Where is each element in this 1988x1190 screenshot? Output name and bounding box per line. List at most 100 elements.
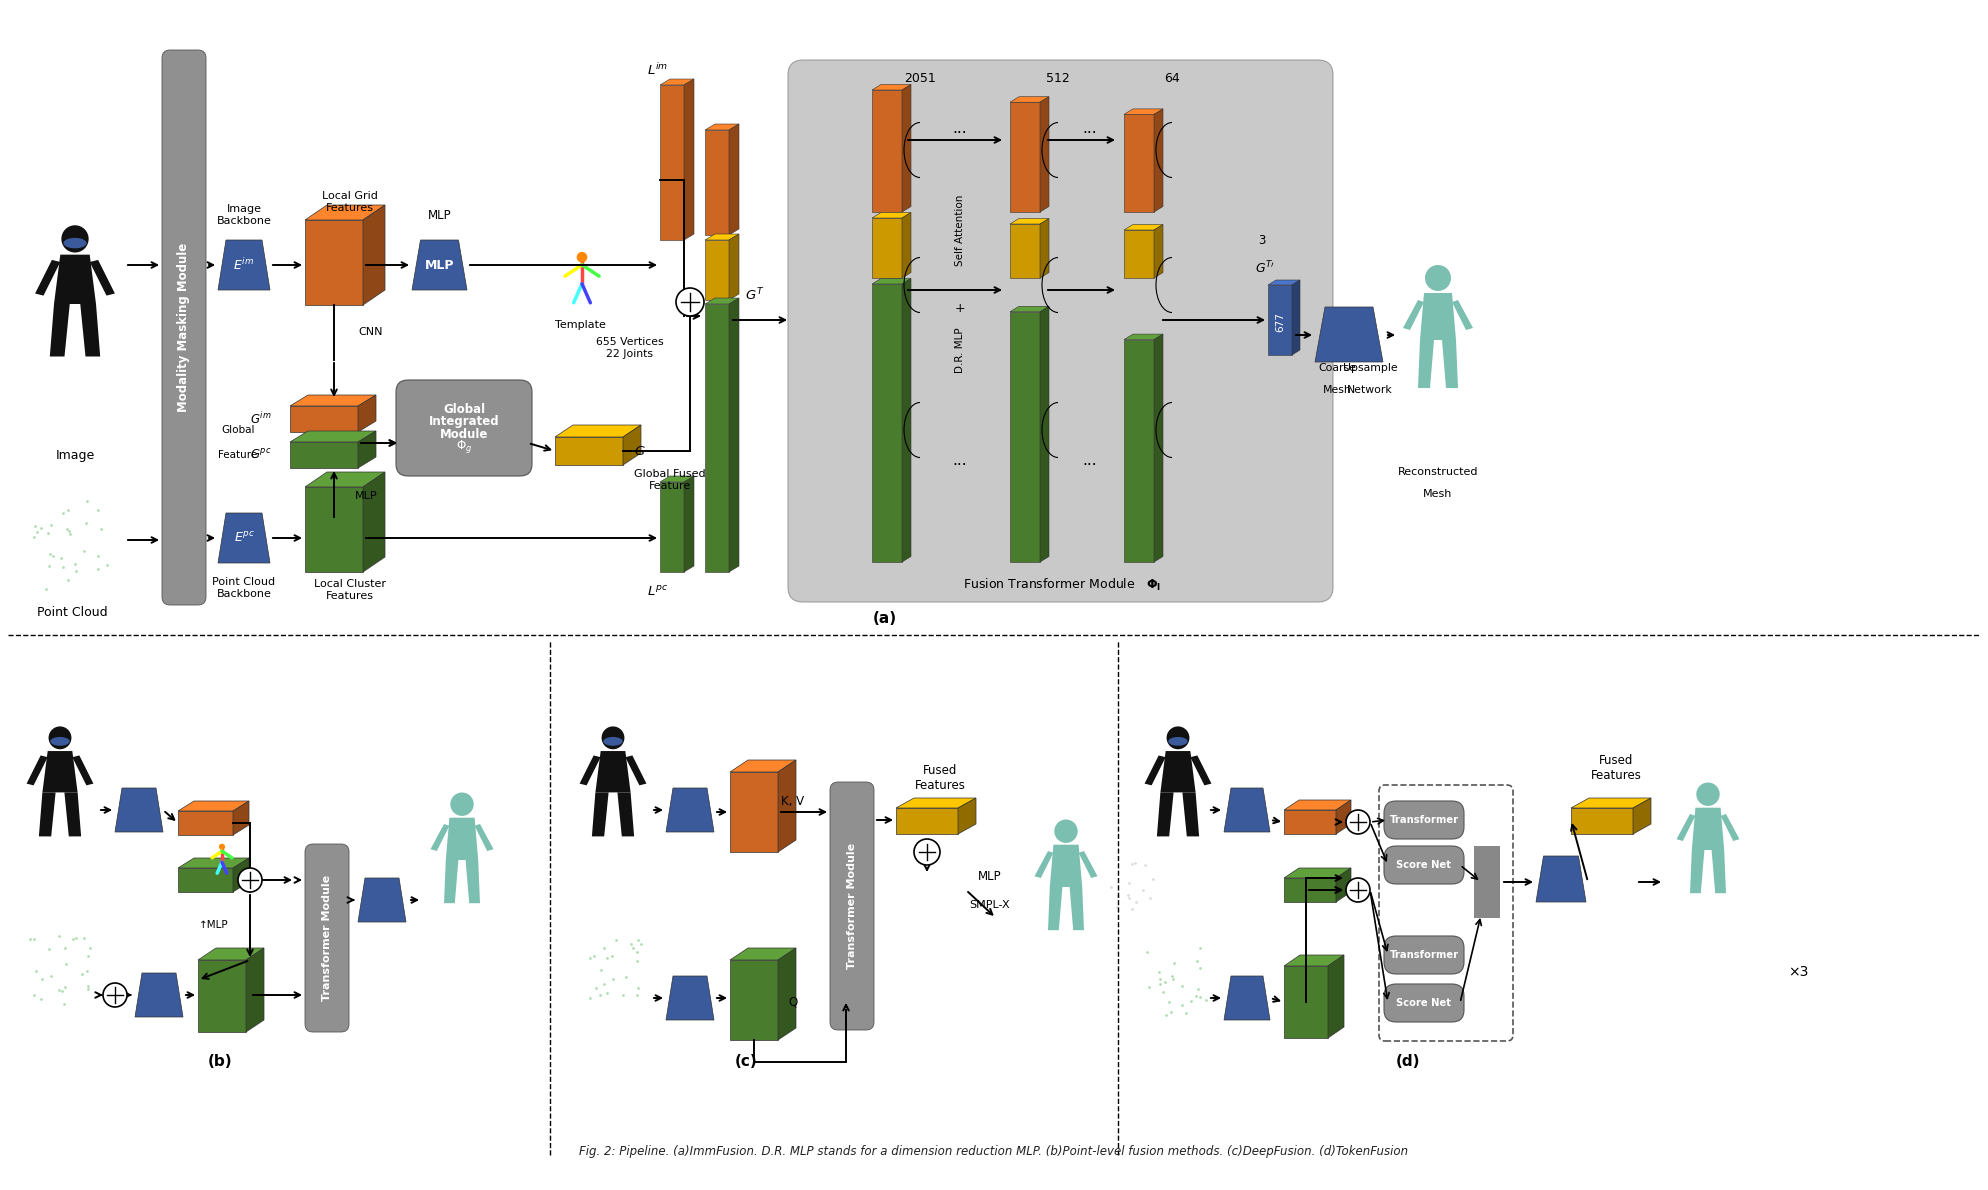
- Point: [1165, 976, 1197, 995]
- Polygon shape: [179, 858, 248, 868]
- Polygon shape: [465, 860, 479, 903]
- Polygon shape: [706, 124, 740, 130]
- Polygon shape: [1010, 306, 1050, 312]
- Text: Fused
Features: Fused Features: [914, 764, 966, 793]
- Text: (d): (d): [1396, 1054, 1419, 1070]
- Text: $L^{im}$: $L^{im}$: [648, 62, 668, 79]
- Point: [1175, 992, 1207, 1011]
- Polygon shape: [684, 79, 694, 240]
- Polygon shape: [580, 756, 600, 785]
- Text: 2051: 2051: [905, 71, 936, 84]
- Point: [1151, 1006, 1183, 1025]
- Bar: [730, 960, 777, 1040]
- Polygon shape: [1123, 334, 1163, 339]
- Text: SMPL-X: SMPL-X: [970, 900, 1010, 910]
- Point: [50, 939, 82, 958]
- Bar: [1284, 878, 1336, 902]
- Polygon shape: [903, 84, 911, 212]
- Polygon shape: [1157, 793, 1173, 837]
- Point: [1181, 952, 1213, 971]
- Circle shape: [103, 983, 127, 1007]
- Point: [91, 556, 123, 575]
- Bar: [1284, 966, 1328, 1038]
- Bar: [706, 240, 730, 300]
- Text: $G^T$: $G^T$: [746, 287, 765, 303]
- Polygon shape: [304, 472, 386, 487]
- Polygon shape: [873, 278, 911, 284]
- Point: [624, 934, 656, 953]
- Polygon shape: [80, 303, 99, 357]
- Bar: [1123, 114, 1153, 212]
- Polygon shape: [358, 431, 376, 468]
- Circle shape: [62, 225, 89, 252]
- Text: MLP: MLP: [425, 258, 455, 271]
- Text: (a): (a): [873, 610, 897, 626]
- Polygon shape: [115, 788, 163, 832]
- FancyBboxPatch shape: [1384, 937, 1463, 973]
- Polygon shape: [412, 240, 467, 290]
- Point: [1183, 938, 1215, 957]
- Polygon shape: [179, 801, 248, 812]
- Text: Template: Template: [555, 320, 606, 330]
- Point: [1137, 869, 1169, 888]
- Text: (b): (b): [207, 1054, 233, 1070]
- Text: Network: Network: [1348, 386, 1394, 395]
- Text: Global Fused
Feature: Global Fused Feature: [634, 469, 706, 490]
- Polygon shape: [777, 948, 795, 1040]
- Polygon shape: [40, 793, 56, 837]
- Point: [575, 948, 606, 967]
- Point: [620, 985, 652, 1004]
- Polygon shape: [1191, 756, 1211, 785]
- Point: [38, 546, 70, 565]
- Point: [610, 967, 642, 987]
- Point: [1191, 990, 1223, 1009]
- Point: [50, 977, 82, 996]
- Polygon shape: [1048, 887, 1062, 931]
- Point: [18, 929, 50, 948]
- Point: [584, 985, 616, 1004]
- Circle shape: [239, 868, 262, 892]
- Polygon shape: [958, 798, 976, 834]
- Polygon shape: [1284, 956, 1344, 966]
- Text: Reconstructed: Reconstructed: [1398, 466, 1479, 477]
- Bar: [873, 90, 903, 212]
- Point: [1185, 988, 1217, 1007]
- Text: Score Net: Score Net: [1396, 998, 1451, 1008]
- Polygon shape: [622, 425, 640, 465]
- Text: Transformer: Transformer: [1390, 815, 1459, 825]
- Bar: [290, 406, 358, 432]
- Polygon shape: [1692, 808, 1724, 850]
- Circle shape: [1346, 878, 1370, 902]
- Text: ...: ...: [952, 120, 968, 136]
- Polygon shape: [730, 124, 740, 234]
- Text: ...: ...: [952, 452, 968, 468]
- Bar: [1010, 312, 1040, 562]
- Text: Score Net: Score Net: [1396, 860, 1451, 870]
- Text: MLP: MLP: [427, 208, 451, 221]
- Point: [60, 928, 91, 947]
- Bar: [1571, 808, 1632, 834]
- Point: [1185, 958, 1217, 977]
- Polygon shape: [1632, 798, 1650, 834]
- Polygon shape: [199, 948, 264, 960]
- Point: [34, 556, 66, 575]
- Polygon shape: [1040, 96, 1050, 212]
- Point: [1153, 992, 1185, 1011]
- Point: [46, 549, 78, 568]
- Point: [596, 946, 628, 965]
- Point: [1113, 888, 1145, 907]
- Point: [82, 546, 113, 565]
- Polygon shape: [1225, 788, 1270, 832]
- Point: [1113, 873, 1145, 892]
- Bar: [660, 482, 684, 572]
- Circle shape: [1054, 820, 1077, 843]
- Point: [72, 962, 103, 981]
- Circle shape: [451, 793, 473, 816]
- Ellipse shape: [64, 238, 87, 249]
- Bar: [1010, 102, 1040, 212]
- Point: [1157, 954, 1189, 973]
- Polygon shape: [1040, 306, 1050, 562]
- Text: $G$: $G$: [634, 445, 646, 457]
- Point: [52, 501, 83, 520]
- Point: [36, 516, 68, 536]
